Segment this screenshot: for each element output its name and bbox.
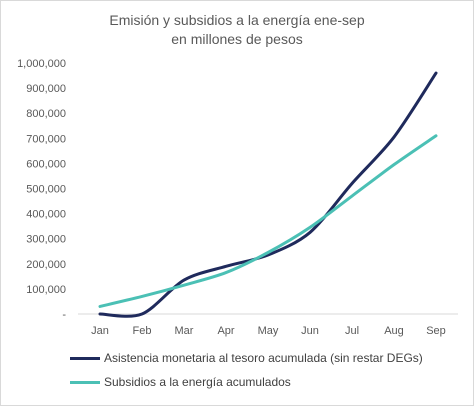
axis-layer: - 100,000 200,000 300,000 400,000 500,000 600,… [17,58,458,337]
y-tick-label: 900,000 [26,83,66,95]
y-tick-label: 300,000 [26,234,66,246]
legend-swatch-series-1 [70,356,100,360]
x-tick-label: Jan [91,325,109,337]
x-tick-label: Mar [175,325,194,337]
y-tick-label: 100,000 [26,284,66,296]
y-tick-label: 400,000 [26,209,66,221]
x-tick-label: Sep [426,325,446,337]
series-layer [98,71,438,318]
series-line-2 [98,134,438,308]
x-tick-label: Jun [301,325,319,337]
x-tick-label: May [258,325,279,337]
x-tick-label: Aug [384,325,404,337]
chart-title: Emisión y subsidios a la energía ene-sep [109,12,365,28]
legend-item-series-1: Asistencia monetaria al tesoro acumulada… [70,351,423,365]
y-tick-label: - [62,309,66,321]
chart-subtitle: en millones de pesos [171,31,303,47]
legend-item-series-2: Subsidios a la energía acumulados [70,375,291,389]
y-tick-label: 700,000 [26,133,66,145]
legend-swatch-series-2 [70,380,100,384]
y-tick-label: 600,000 [26,158,66,170]
legend-label-series-2: Subsidios a la energía acumulados [104,375,291,389]
x-tick-label: Apr [217,325,234,337]
x-tick-label: Feb [133,325,152,337]
y-tick-label: 500,000 [26,184,66,196]
y-tick-label: 800,000 [26,108,66,120]
series-line-1 [98,71,438,318]
y-tick-label: 1,000,000 [17,58,66,70]
y-tick-label: 200,000 [26,259,66,271]
legend-label-series-1: Asistencia monetaria al tesoro acumulada… [104,351,423,365]
x-tick-label: Jul [345,325,359,337]
